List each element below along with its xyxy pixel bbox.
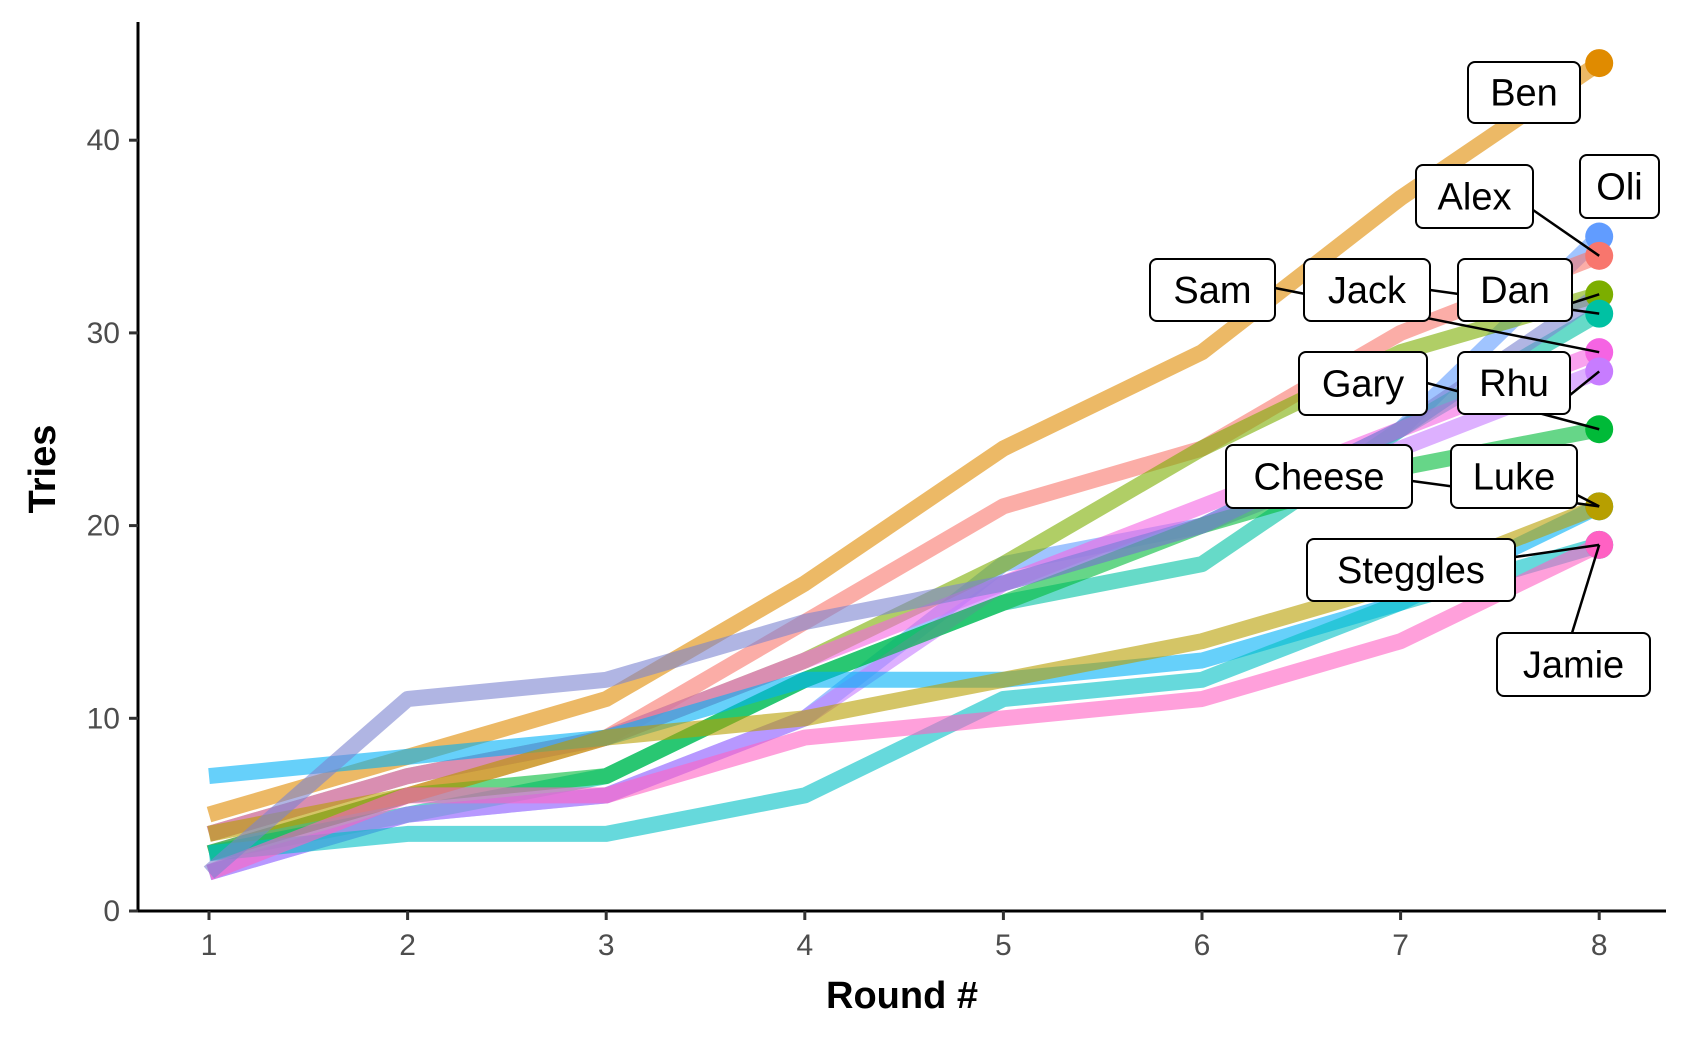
series-line-jamie <box>206 537 1603 880</box>
x-tick-label: 7 <box>1392 929 1409 962</box>
y-tick-label: 0 <box>103 895 120 928</box>
y-axis-ticks: 0 10 20 30 40 <box>87 124 138 928</box>
label-box <box>1579 154 1660 219</box>
label-box <box>1303 258 1431 322</box>
series-label-alex: Alex <box>1415 164 1534 229</box>
label-text: Ben <box>1490 73 1558 115</box>
series-label-sam: Sam <box>1149 258 1276 322</box>
series-label-steggles: Steggles <box>1306 538 1516 602</box>
label-text: Jack <box>1328 270 1407 312</box>
label-box <box>1457 351 1571 415</box>
label-box <box>1225 444 1413 509</box>
label-text: Rhu <box>1479 363 1549 405</box>
label-box <box>1306 538 1516 602</box>
x-axis-title: Round # <box>826 975 978 1017</box>
series-line-steggles <box>208 537 1602 862</box>
label-box <box>1496 632 1651 697</box>
series-label-ben: Ben <box>1467 61 1581 124</box>
x-tick-label: 8 <box>1591 929 1608 962</box>
x-tick-label: 5 <box>995 929 1012 962</box>
series-label-oli: Oli <box>1579 154 1660 219</box>
x-tick-label: 1 <box>201 929 218 962</box>
series-label-dan: Dan <box>1457 258 1573 322</box>
y-tick-label: 30 <box>87 317 120 350</box>
axes <box>136 22 1666 913</box>
label-text: Steggles <box>1337 550 1485 592</box>
series-label-luke: Luke <box>1450 444 1578 509</box>
y-tick-label: 20 <box>87 510 120 543</box>
y-tick-label: 10 <box>87 702 120 735</box>
label-box <box>1415 164 1534 229</box>
label-box <box>1467 61 1581 124</box>
label-box <box>1298 351 1428 416</box>
label-text: Oli <box>1596 167 1642 209</box>
label-text: Dan <box>1480 270 1550 312</box>
end-point-oli <box>1585 222 1614 251</box>
leader-line-luke <box>1576 493 1600 508</box>
x-tick-label: 4 <box>796 929 813 962</box>
series-label-cheese: Cheese <box>1225 444 1413 509</box>
label-text: Sam <box>1173 270 1251 312</box>
label-text: Cheese <box>1254 457 1385 499</box>
end-point-ben <box>1585 49 1614 78</box>
y-tick-label: 40 <box>87 124 120 157</box>
label-box <box>1450 444 1578 509</box>
label-box <box>1149 258 1276 322</box>
label-text: Gary <box>1322 364 1404 406</box>
x-tick-label: 3 <box>598 929 615 962</box>
series-end-points <box>1585 49 1614 559</box>
x-tick-label: 6 <box>1194 929 1211 962</box>
x-tick-label: 2 <box>399 929 416 962</box>
series-label-rhu: Rhu <box>1457 351 1571 415</box>
y-axis-title: Tries <box>22 425 64 514</box>
leader-line-alex <box>1532 208 1600 257</box>
label-box <box>1457 258 1573 322</box>
series-label-jamie: Jamie <box>1496 632 1651 697</box>
x-axis-ticks: 1 2 3 4 5 6 7 8 <box>201 911 1608 962</box>
leader-line-jamie <box>1570 544 1601 634</box>
series-label-gary: Gary <box>1298 351 1428 416</box>
label-text: Jamie <box>1523 645 1624 687</box>
series-label-jack: Jack <box>1303 258 1431 322</box>
series-labels: Ben Oli Alex Dan Jack Sam Rhu Gary Luke Cheese Ste… <box>1149 61 1660 697</box>
label-text: Luke <box>1473 457 1555 499</box>
leader-line-rhu <box>1569 370 1600 396</box>
label-text: Alex <box>1438 177 1512 219</box>
leader-line-dan <box>1571 293 1600 305</box>
leader-line-steggles <box>1514 543 1600 559</box>
